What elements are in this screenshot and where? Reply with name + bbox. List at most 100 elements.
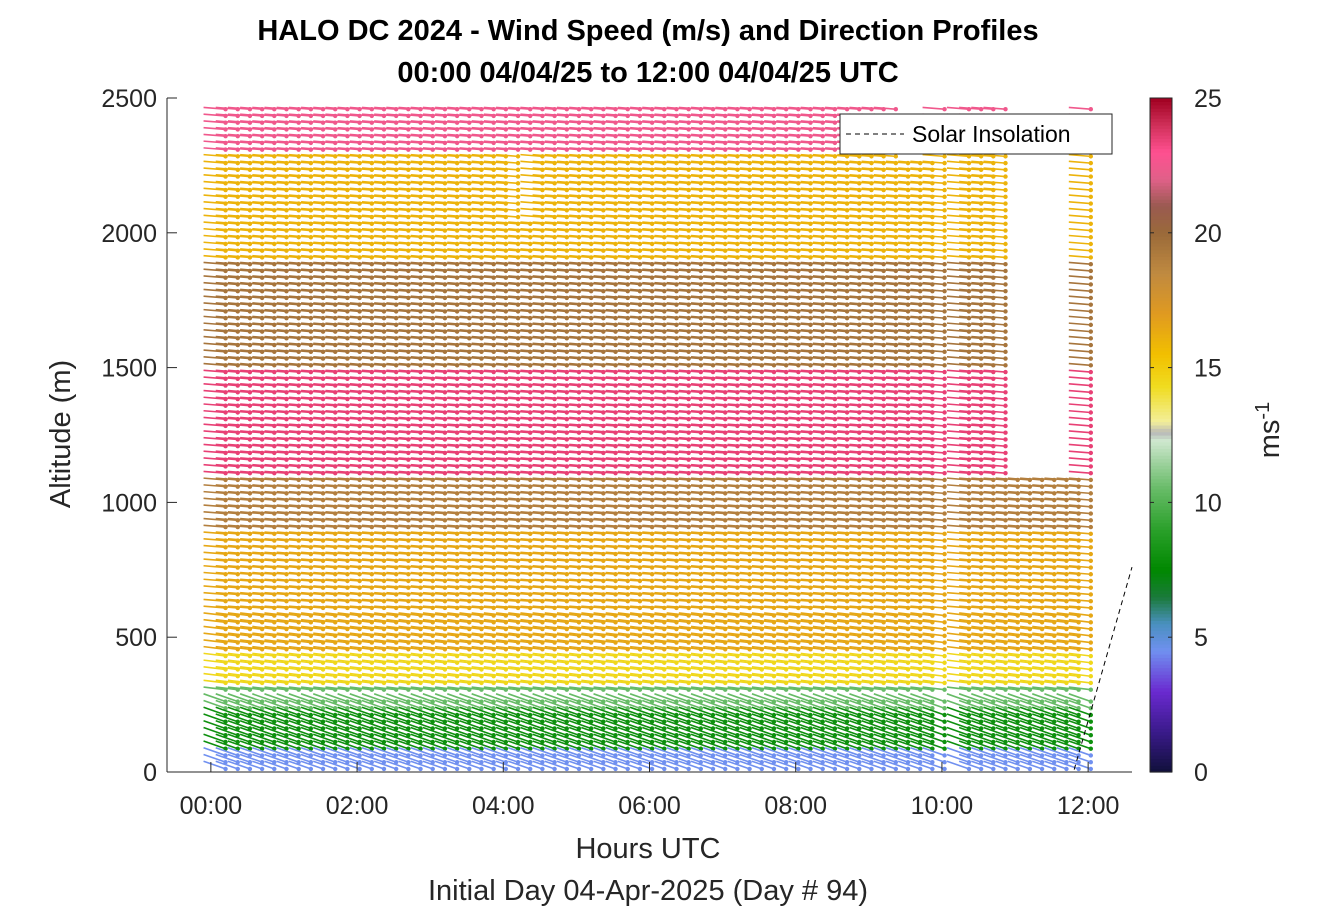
wind-barb: [252, 369, 275, 373]
wind-barb: [252, 436, 275, 441]
wind-barb: [215, 497, 238, 501]
wind-barb: [215, 524, 238, 528]
wind-barb: [227, 666, 251, 671]
wind-barb: [239, 720, 263, 730]
wind-barb: [252, 187, 275, 191]
wind-barb: [240, 275, 263, 279]
wind-barb: [215, 120, 238, 124]
wind-barb: [215, 706, 239, 716]
wind-barb: [240, 618, 263, 624]
wind-barb: [264, 760, 287, 770]
wind-barb: [215, 187, 238, 191]
wind-barb-head: [247, 706, 253, 711]
wind-barb: [264, 645, 287, 651]
wind-barb: [215, 254, 238, 259]
wind-barb: [264, 612, 287, 617]
wind-barb: [227, 315, 250, 319]
wind-barb: [215, 147, 238, 151]
wind-barb: [227, 430, 250, 434]
wind-barb: [227, 591, 250, 596]
wind-barb: [252, 227, 275, 232]
wind-barb: [239, 706, 263, 716]
wind-barb: [215, 457, 238, 461]
wind-barb: [203, 234, 226, 239]
wind-barb: [227, 436, 250, 441]
wind-barb: [203, 544, 226, 549]
wind-barb: [227, 308, 250, 313]
wind-barb: [227, 517, 250, 522]
wind-barb: [252, 497, 275, 501]
wind-barb: [215, 295, 238, 299]
wind-barb: [203, 740, 226, 750]
wind-barb: [215, 591, 238, 596]
wind-barb: [264, 551, 287, 555]
wind-barb: [252, 342, 275, 346]
chart-title: HALO DC 2024 - Wind Speed (m/s) and Dire…: [257, 15, 1038, 47]
wind-barb: [215, 430, 238, 434]
wind-barb: [215, 639, 238, 644]
wind-barb-head: [223, 733, 228, 738]
wind-barb: [227, 753, 251, 763]
wind-barb: [240, 605, 263, 609]
wind-barb: [203, 720, 226, 730]
wind-barb: [227, 167, 250, 171]
wind-barb: [264, 497, 287, 501]
wind-barb: [227, 120, 250, 124]
wind-barb: [252, 180, 275, 185]
wind-barb: [227, 133, 250, 137]
wind-barb: [203, 699, 226, 710]
wind-barb: [227, 598, 250, 603]
wind-barb: [252, 362, 275, 367]
wind-barb-head: [235, 706, 240, 711]
wind-barb: [240, 342, 263, 346]
wind-barb: [240, 248, 263, 252]
wind-barb: [215, 261, 238, 266]
wind-barb: [203, 733, 226, 743]
wind-barb: [227, 234, 250, 239]
wind-barb: [252, 315, 275, 319]
wind-barb-head: [223, 699, 228, 704]
wind-barb: [252, 706, 275, 716]
wind-barb: [240, 551, 263, 555]
wind-barb: [252, 450, 275, 454]
wind-barb: [240, 659, 263, 664]
wind-barb: [215, 436, 238, 441]
wind-barb: [203, 578, 226, 582]
wind-barb: [252, 200, 275, 205]
wind-barb: [240, 531, 263, 535]
wind-barb-head: [369, 766, 374, 772]
wind-barb-head: [515, 187, 521, 193]
wind-barb: [264, 591, 287, 596]
wind-barb: [240, 200, 263, 205]
wind-barb-head: [284, 733, 289, 738]
wind-barb: [240, 302, 263, 306]
wind-barb: [252, 221, 275, 225]
wind-barb: [227, 477, 250, 481]
wind-barb: [252, 322, 275, 326]
wind-barb: [203, 645, 226, 651]
wind-barb: [227, 612, 251, 617]
wind-barb: [264, 740, 287, 750]
wind-barb: [203, 106, 226, 110]
wind-barb: [215, 686, 238, 691]
wind-barb: [203, 275, 226, 279]
wind-barb: [215, 180, 238, 185]
wind-barb: [203, 666, 226, 671]
wind-barb: [215, 645, 238, 651]
wind-barb: [203, 356, 226, 360]
wind-barb: [240, 470, 263, 474]
wind-barb-head: [259, 719, 265, 724]
wind-barb-head: [284, 706, 289, 711]
wind-barb-head: [528, 766, 533, 772]
wind-barb: [240, 295, 263, 299]
wind-barb: [215, 194, 238, 198]
wind-barb: [227, 720, 251, 730]
wind-barb: [239, 699, 263, 710]
wind-barb-head: [284, 759, 289, 765]
wind-barb: [227, 632, 251, 637]
wind-barb: [215, 699, 239, 710]
wind-barb-head: [418, 766, 423, 772]
wind-barb: [203, 362, 226, 367]
wind-barb-head: [515, 201, 521, 206]
wind-barb: [239, 713, 263, 723]
